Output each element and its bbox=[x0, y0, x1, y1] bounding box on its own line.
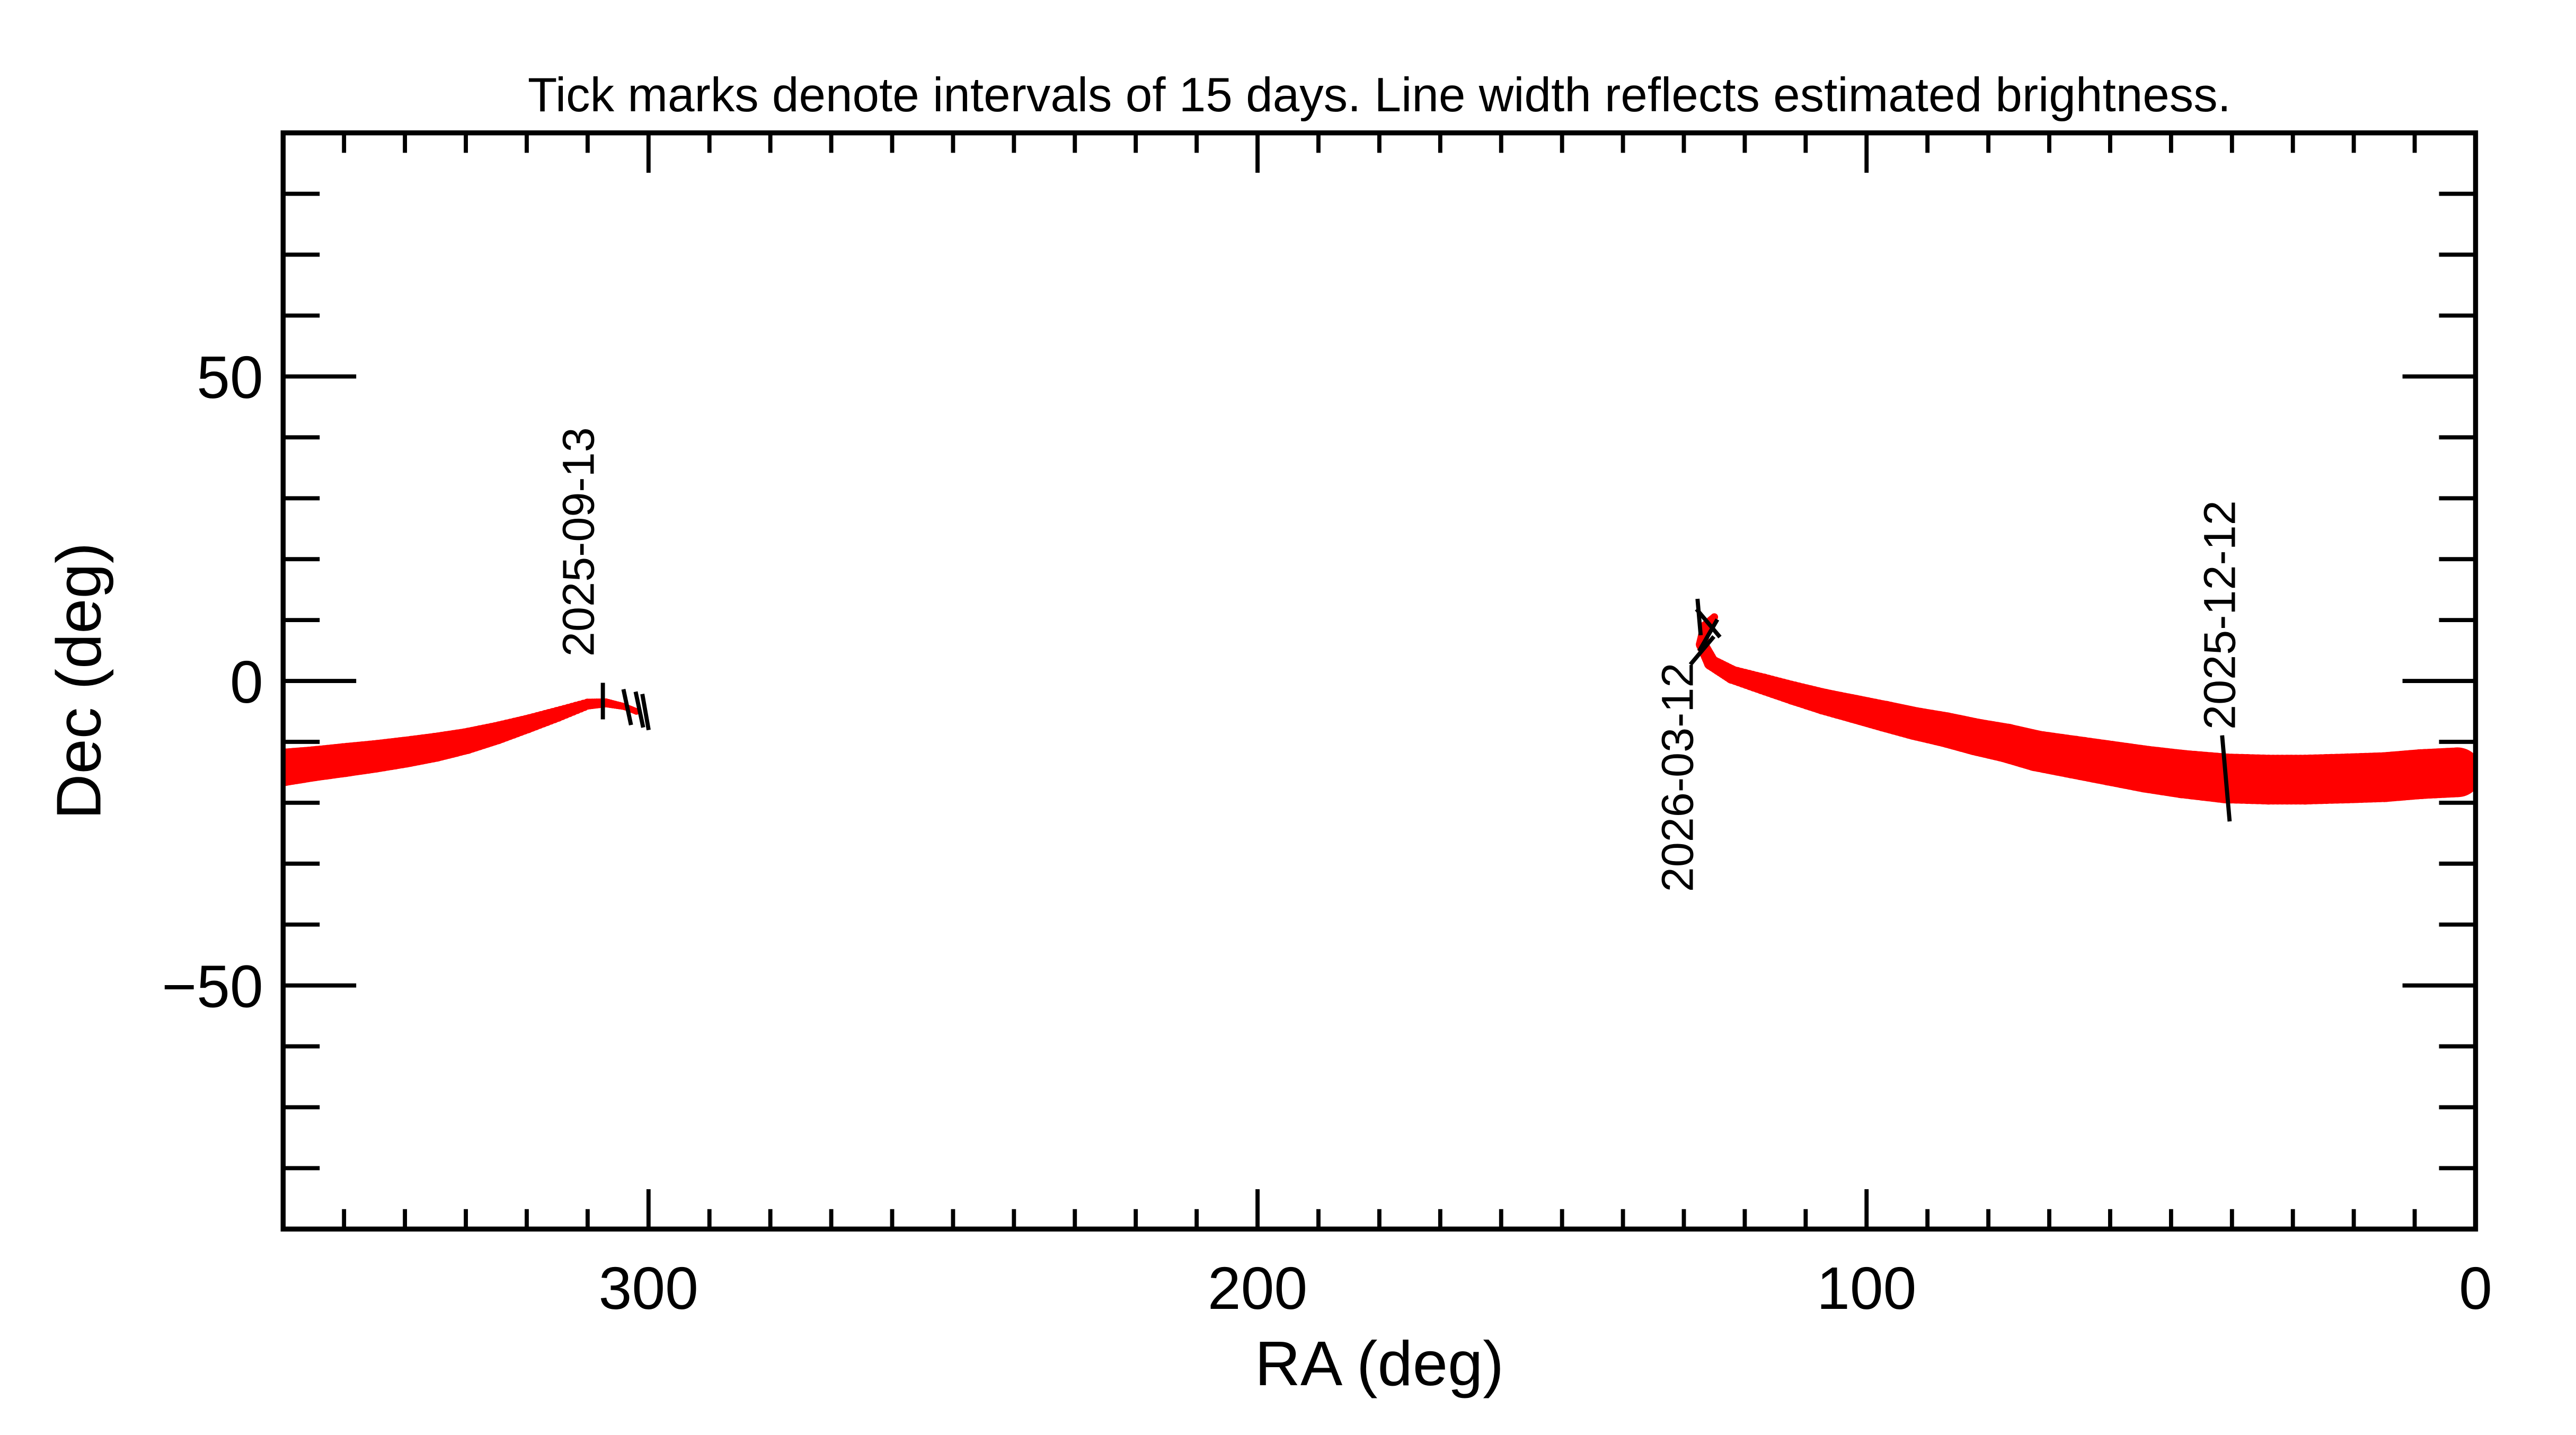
track-point bbox=[2359, 752, 2410, 802]
track-point bbox=[1899, 707, 1932, 740]
track-marks: 2025-09-13 2026-03-12 2025-12-12 bbox=[283, 427, 2476, 892]
track-point bbox=[1928, 712, 1963, 747]
interval-tick bbox=[2220, 735, 2232, 822]
track-point bbox=[2432, 747, 2476, 798]
y-tick-label: 0 bbox=[230, 649, 263, 715]
y-axis-label: Dec (deg) bbox=[44, 543, 114, 820]
interval-tick bbox=[621, 688, 633, 726]
x-tick-label: 200 bbox=[1208, 1255, 1307, 1322]
plot-area bbox=[283, 598, 2476, 822]
interval-tick bbox=[1697, 618, 1720, 652]
track-point bbox=[2123, 746, 2171, 793]
track-point bbox=[421, 733, 450, 762]
y-tick-label: 50 bbox=[197, 344, 263, 411]
track-point bbox=[1752, 674, 1774, 695]
track-point bbox=[2396, 749, 2446, 799]
track-point bbox=[550, 707, 565, 722]
interval-tick bbox=[1695, 607, 1722, 639]
y-tick-label: −50 bbox=[162, 953, 263, 1020]
chart-title: Tick marks denote intervals of 15 days. … bbox=[528, 68, 2231, 122]
x-tick-label: 300 bbox=[599, 1255, 698, 1322]
interval-tick bbox=[633, 691, 645, 728]
track-point bbox=[582, 698, 594, 710]
date-label: 2025-09-13 bbox=[553, 427, 603, 657]
track-point bbox=[2323, 753, 2373, 803]
interval-tick bbox=[640, 694, 651, 731]
track-point bbox=[2159, 750, 2208, 799]
track-point bbox=[2280, 755, 2330, 805]
track-point bbox=[517, 715, 536, 734]
track-point bbox=[2087, 740, 2133, 786]
track-point bbox=[389, 737, 421, 768]
axes: 300 200 100 0 −50 0 50 bbox=[162, 130, 2492, 1322]
track-point bbox=[296, 746, 331, 782]
x-tick-label: 0 bbox=[2459, 1255, 2492, 1322]
track-point bbox=[1782, 681, 1805, 705]
track-point bbox=[2243, 755, 2294, 805]
track-point bbox=[2052, 736, 2095, 779]
track-point bbox=[1869, 701, 1900, 732]
track-point bbox=[327, 743, 361, 777]
interval-tick bbox=[1695, 598, 1703, 636]
track-point bbox=[1723, 666, 1742, 684]
track-point bbox=[2016, 730, 2058, 772]
track-point bbox=[1958, 718, 1995, 756]
date-label: 2025-12-12 bbox=[2194, 500, 2245, 730]
track-point bbox=[1811, 688, 1837, 715]
track-point bbox=[358, 740, 391, 773]
x-tick-label: 100 bbox=[1817, 1255, 1916, 1322]
track-point bbox=[1987, 723, 2026, 763]
track-point bbox=[485, 722, 508, 745]
plot-frame bbox=[280, 130, 2478, 1232]
date-label: 2026-03-12 bbox=[1652, 663, 1703, 892]
x-axis-label: RA (deg) bbox=[1255, 1328, 1504, 1399]
track-point bbox=[1840, 695, 1869, 723]
track-point bbox=[1704, 655, 1719, 670]
interval-tick bbox=[1688, 635, 1716, 666]
track-point bbox=[453, 728, 479, 755]
